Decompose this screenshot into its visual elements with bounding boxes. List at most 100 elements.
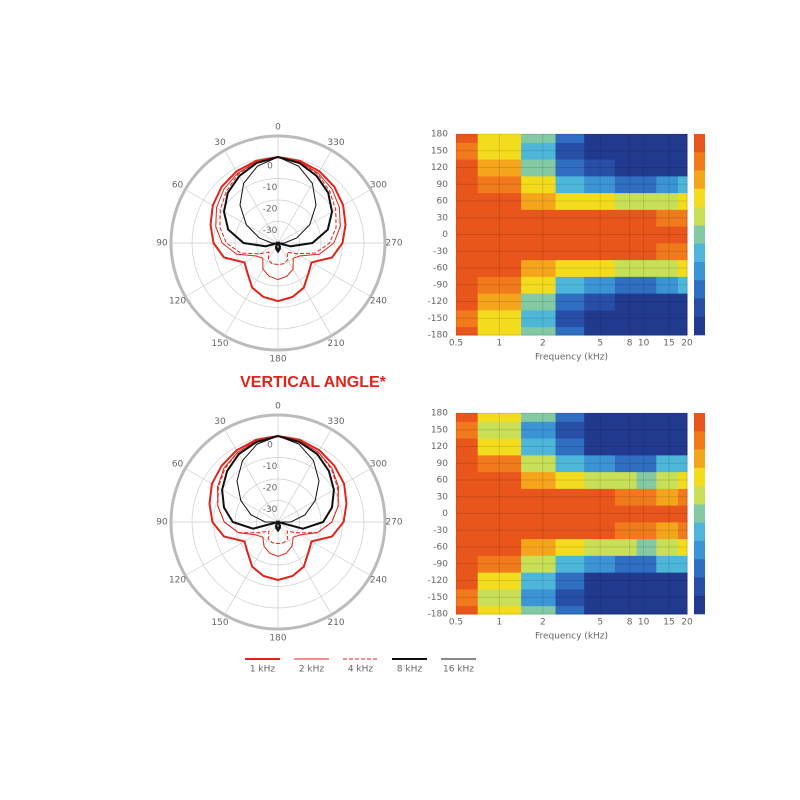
heat-cell [521,293,557,311]
y-tick-label: 60 [437,197,449,207]
polar-curve [236,435,320,530]
heat-cell [555,259,585,277]
y-tick-label: -150 [428,314,449,324]
heat-cell [614,293,638,311]
angle-label: 150 [211,339,228,349]
heat-cell [677,488,688,506]
heat-cell [477,538,522,556]
heat-cell [656,488,679,506]
heat-cell [477,276,522,294]
colorbar-step [694,225,705,244]
angle-label: 60 [172,460,184,470]
angle-label: 240 [370,576,387,586]
heat-cell [521,259,557,277]
heat-cell [555,309,585,328]
heat-cell [584,276,616,294]
spoke [185,189,279,244]
heat-cell [614,454,638,473]
angle-label: 180 [269,634,286,644]
colorbar-step [694,413,705,432]
heat-cell [656,505,679,523]
heat-cell [456,276,479,294]
heat-cell [636,309,657,328]
heat-cell [656,293,679,311]
heat-cell [555,555,585,573]
heat-cell [456,159,479,177]
heat-cell [477,309,522,328]
spoke [224,150,279,244]
heat-cell [636,276,657,294]
heat-cell [477,555,522,573]
heat-cell [477,326,522,336]
heat-cell [614,175,638,194]
heat-cell [636,326,657,336]
heat-cell [584,226,616,244]
heat-cell [456,309,479,328]
spoke [277,521,332,615]
polar-curve [217,435,339,545]
heat-cell [677,242,688,261]
heat-cell [521,471,557,489]
angle-label: 120 [169,297,186,307]
colorbar-step [694,540,705,560]
heat-cell [636,413,657,422]
heat-cell [584,175,616,194]
heat-cell [614,209,638,227]
heat-cell [614,259,638,277]
ring-label: -20 [263,205,278,215]
y-tick-label: -180 [428,610,449,620]
heat-cell [584,438,616,456]
heat-cell [636,572,657,590]
angle-label: 210 [327,339,344,349]
heat-cell [477,605,522,615]
heat-cell [656,538,679,556]
heat-cell [656,142,679,160]
heat-cell [636,555,657,573]
heat-cell [477,488,522,506]
heat-cell [584,505,616,523]
heat-cell [614,505,638,523]
heat-cell [521,175,557,194]
heat-cell [555,572,585,590]
angle-label: 90 [156,239,168,249]
heat-cell [555,438,585,456]
heat-cell [521,454,557,473]
heat-cell [614,242,638,261]
y-tick-label: -90 [433,559,448,569]
heat-cell [656,521,679,540]
x-tick-label: 8 [627,339,633,349]
heat-cell [555,159,585,177]
heat-cell [456,242,479,261]
heat-cell [584,521,616,540]
heat-cell [456,259,479,277]
y-tick-label: 90 [437,180,449,190]
colorbar-step [694,449,705,469]
spoke [224,521,279,615]
heat-cell [677,588,688,607]
heat-cell [614,471,638,489]
colorbar-step [694,280,705,299]
colorbar-step [694,559,705,578]
heat-cell [636,293,657,311]
heat-cell [456,505,479,523]
heat-cell [656,175,679,194]
colorbar-step [694,261,705,281]
heat-cell [656,572,679,590]
heat-cell [656,159,679,177]
heat-cell [477,438,522,456]
heat-cell [456,538,479,556]
heat-cell [656,134,679,143]
heat-cell [555,209,585,227]
ring-label: -20 [263,484,278,494]
heat-cell [555,521,585,540]
heat-cell [456,454,479,473]
heat-cell [456,209,479,227]
heat-cell [555,538,585,556]
spoke [185,242,279,297]
heat-cell [477,159,522,177]
heat-cell [456,572,479,590]
ring-label: -10 [263,183,278,193]
heat-cell [656,259,679,277]
spoke [277,429,332,523]
heat-cell [456,421,479,439]
